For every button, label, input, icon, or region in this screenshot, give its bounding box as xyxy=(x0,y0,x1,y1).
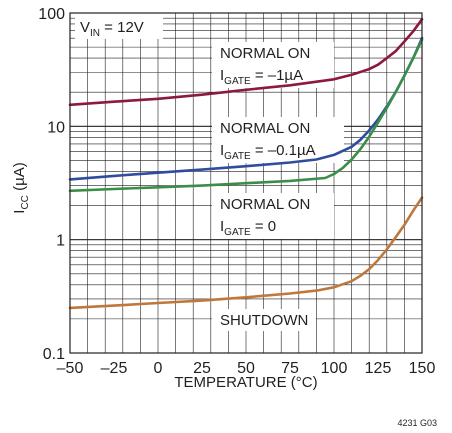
series-label-bg-2 xyxy=(212,193,334,239)
series-label-1-rest: = –0.1µA xyxy=(251,142,316,159)
series-label-1-main: I xyxy=(220,142,224,159)
series-label-3: SHUTDOWN xyxy=(220,312,308,329)
y-axis-title: ICC (µA) xyxy=(11,162,31,213)
x-axis-title: TEMPERATURE (°C) xyxy=(174,374,317,391)
series-label-1-line2: IGATE = –0.1µA xyxy=(220,142,316,162)
y-tick-label: 10 xyxy=(47,119,65,136)
series-label-2-line1: NORMAL ON xyxy=(220,196,310,213)
series-group xyxy=(68,17,424,310)
figure-code: 4231 G03 xyxy=(397,418,437,428)
y-axis-title-unit: (µA) xyxy=(11,162,28,195)
y-axis-title-sub: CC xyxy=(20,195,31,209)
condition-label-bg xyxy=(75,13,163,39)
series-label-bg-3 xyxy=(212,309,316,331)
series-label-2-main: I xyxy=(220,218,224,235)
y-tick-label: 100 xyxy=(38,6,65,23)
series-label-1-line1: NORMAL ON xyxy=(220,120,310,137)
x-tick-label: 150 xyxy=(409,360,436,377)
series-line-2 xyxy=(68,38,424,193)
y-tick-labels: 0.1 1 10 100 xyxy=(38,6,65,363)
series-label-2-line2: IGATE = 0 xyxy=(220,218,276,238)
series-label-0-sub: GATE xyxy=(224,76,251,87)
y-tick-label: 1 xyxy=(56,233,65,250)
condition-label: VIN = 12V xyxy=(80,19,144,39)
condition-label-rest: = 12V xyxy=(100,19,144,36)
x-tick-label: 50 xyxy=(237,360,255,377)
series-label-0-line2: IGATE = –1µA xyxy=(220,67,303,87)
series-label-2-sub: GATE xyxy=(224,227,251,238)
series-label-2-rest: = 0 xyxy=(251,218,276,235)
series-line-3 xyxy=(68,196,424,310)
series-label-0-line1: NORMAL ON xyxy=(220,45,310,62)
x-tick-label: 25 xyxy=(193,360,211,377)
series-line-0 xyxy=(68,17,424,107)
x-tick-label: 75 xyxy=(281,360,299,377)
series-label-bg-1 xyxy=(212,117,344,163)
series-label-0-main: I xyxy=(220,67,224,84)
series-label-bg-0 xyxy=(212,42,334,88)
y-tick-label: 0.1 xyxy=(43,346,65,363)
x-tick-label: –25 xyxy=(101,360,128,377)
condition-label-main: V xyxy=(80,19,90,36)
series-label-0-rest: = –1µA xyxy=(251,67,303,84)
x-tick-label: 0 xyxy=(154,360,163,377)
series-label-1-sub: GATE xyxy=(224,151,251,162)
plot-frame xyxy=(69,12,423,354)
x-tick-label: 125 xyxy=(365,360,392,377)
x-tick-label: 100 xyxy=(321,360,348,377)
condition-label-sub: IN xyxy=(90,28,100,39)
x-tick-label: –50 xyxy=(57,360,84,377)
y-axis-title-main: I xyxy=(11,210,28,214)
x-tick-labels: –50 –25 0 25 50 75 100 125 150 xyxy=(57,360,436,377)
